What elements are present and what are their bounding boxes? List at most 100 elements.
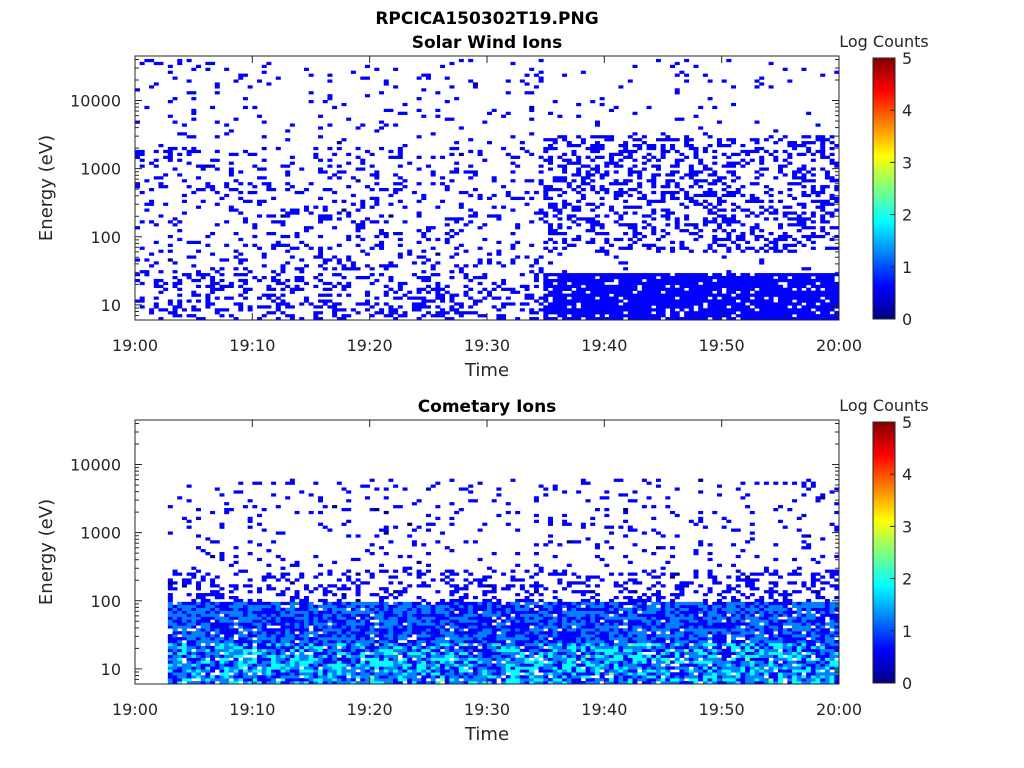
heatmap-cell: [468, 296, 474, 300]
heatmap-cell: [167, 581, 173, 585]
heatmap-cell: [402, 619, 408, 623]
heatmap-cell: [224, 678, 230, 682]
heatmap-cell: [604, 305, 610, 309]
heatmap-cell: [590, 278, 596, 283]
heatmap-cell: [186, 648, 192, 653]
heatmap-cell: [674, 311, 680, 315]
heatmap-cell: [716, 144, 722, 148]
heatmap-cell: [425, 631, 431, 635]
heatmap-cell: [726, 161, 732, 165]
heatmap-cell: [336, 308, 342, 312]
heatmap-cell: [566, 226, 572, 230]
heatmap-cell: [299, 616, 305, 620]
heatmap-cell: [313, 640, 319, 644]
heatmap-cell: [651, 182, 657, 186]
heatmap-cell: [350, 625, 356, 629]
heatmap-cell: [660, 155, 666, 159]
heatmap-cell: [172, 657, 178, 661]
heatmap-cell: [646, 290, 652, 294]
heatmap-cell: [745, 199, 751, 203]
heatmap-cell: [660, 132, 666, 136]
heatmap-cell: [594, 273, 600, 277]
heatmap-cell: [416, 672, 422, 676]
heatmap-cell: [369, 610, 375, 614]
heatmap-cell: [139, 152, 145, 157]
heatmap-cell: [594, 214, 600, 218]
heatmap-cell: [754, 234, 760, 239]
heatmap-cell: [716, 287, 722, 291]
heatmap-cell: [318, 278, 324, 283]
heatmap-cell: [693, 199, 699, 203]
heatmap-cell: [665, 138, 671, 142]
heatmap-cell: [806, 276, 812, 280]
heatmap-cell: [440, 64, 446, 69]
heatmap-cell: [571, 311, 577, 315]
heatmap-cell: [374, 672, 380, 676]
heatmap-cell: [674, 138, 680, 142]
heatmap-cell: [796, 302, 802, 306]
heatmap-cell: [745, 293, 751, 297]
heatmap-cell: [313, 305, 319, 309]
heatmap-cell: [360, 202, 366, 206]
heatmap-cell: [613, 273, 619, 277]
heatmap-cell: [336, 217, 342, 221]
heatmap-cell: [806, 278, 812, 283]
heatmap-cell: [599, 246, 605, 250]
heatmap-cell: [191, 255, 197, 259]
heatmap-cell: [543, 317, 549, 321]
heatmap-cell: [167, 302, 173, 306]
heatmap-cell: [440, 631, 446, 635]
heatmap-cell: [810, 290, 816, 294]
heatmap-cell: [379, 596, 385, 600]
heatmap-cell: [397, 678, 403, 682]
heatmap-cell: [562, 138, 568, 142]
heatmap-cell: [590, 188, 596, 192]
heatmap-cell: [712, 234, 718, 239]
heatmap-cell: [815, 273, 821, 277]
heatmap-cell: [257, 278, 263, 283]
heatmap-cell: [796, 229, 802, 233]
heatmap-cell: [336, 631, 342, 635]
heatmap-cell: [670, 211, 676, 215]
heatmap-cell: [618, 164, 624, 168]
heatmap-cell: [787, 217, 793, 221]
heatmap-cell: [585, 278, 591, 283]
heatmap-cell: [613, 152, 619, 157]
heatmap-cell: [289, 619, 295, 623]
heatmap-cell: [759, 199, 765, 203]
heatmap-cell: [688, 196, 694, 201]
heatmap-cell: [158, 61, 164, 66]
heatmap-cell: [693, 290, 699, 294]
heatmap-cell: [834, 199, 840, 203]
heatmap-cell: [214, 619, 220, 623]
heatmap-cell: [440, 619, 446, 623]
heatmap-cell: [332, 681, 338, 685]
heatmap-cell: [787, 273, 793, 277]
heatmap-cell: [364, 642, 370, 647]
heatmap-cell: [731, 217, 737, 221]
heatmap-cell: [313, 678, 319, 682]
heatmap-cell: [308, 669, 314, 673]
heatmap-cell: [360, 610, 366, 614]
heatmap-cell: [177, 616, 183, 620]
heatmap-cell: [740, 149, 746, 154]
heatmap-cell: [562, 176, 568, 180]
heatmap-cell: [177, 281, 183, 286]
heatmap-cell: [820, 226, 826, 230]
heatmap-cell: [496, 249, 502, 253]
heatmap-cell: [416, 596, 422, 600]
heatmap-cell: [280, 645, 286, 650]
heatmap-cell: [205, 598, 211, 603]
heatmap-cell: [425, 628, 431, 632]
heatmap-cell: [214, 604, 220, 609]
heatmap-cell: [210, 281, 216, 286]
heatmap-cell: [496, 314, 502, 318]
heatmap-cell: [416, 648, 422, 653]
heatmap-cell: [177, 496, 183, 500]
heatmap-cell: [416, 155, 422, 159]
heatmap-cell: [210, 640, 216, 644]
heatmap-cell: [580, 311, 586, 315]
heatmap-cell: [458, 311, 464, 315]
heatmap-cell: [402, 669, 408, 673]
heatmap-cell: [374, 176, 380, 180]
